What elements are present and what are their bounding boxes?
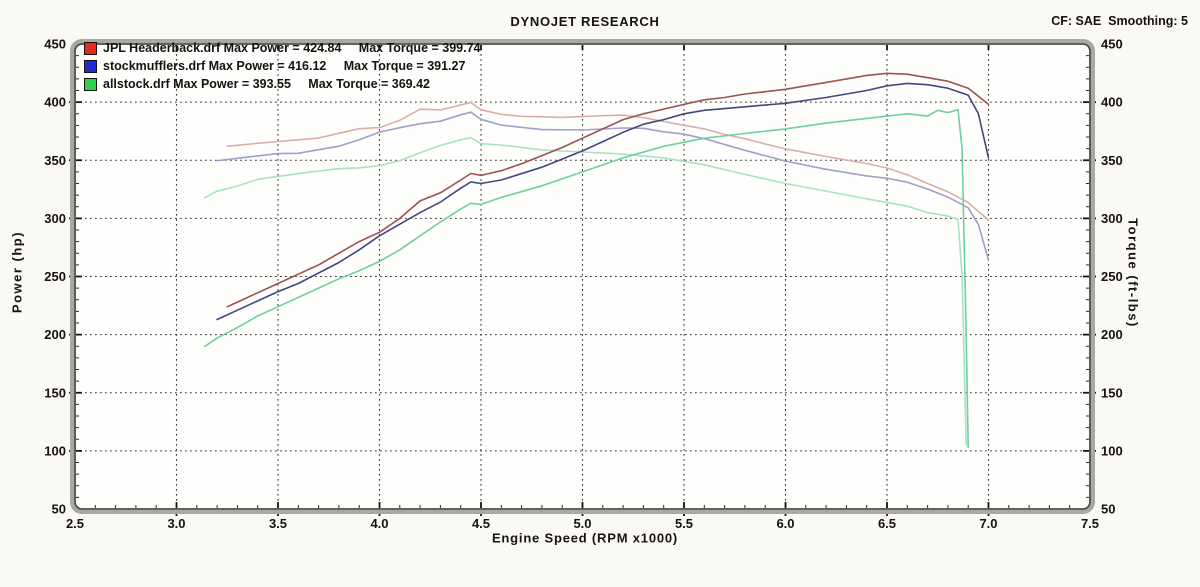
- run-color-swatch: [84, 77, 97, 91]
- y-axis-right-title: Torque (ft-lbs): [1125, 218, 1141, 328]
- axis-tick-labels: 50 50 100 100 150 150 200 200 250 250 300 300 350 350…: [44, 37, 1122, 532]
- legend-item-label: allstock.drf Max Power = 393.55 Max Torq…: [103, 77, 431, 91]
- svg-text:300: 300: [44, 211, 66, 226]
- svg-text:250: 250: [1101, 269, 1123, 284]
- series-allstock-torque: [204, 136, 968, 446]
- correction-smoothing-label: CF: SAE Smoothing: 5: [1051, 14, 1188, 28]
- svg-text:100: 100: [1101, 443, 1123, 458]
- svg-text:3.5: 3.5: [269, 516, 287, 531]
- svg-text:6.0: 6.0: [776, 516, 794, 531]
- plot-frame-band: [70, 39, 1095, 514]
- svg-text:50: 50: [1101, 502, 1115, 517]
- legend-item: allstock.drf Max Power = 393.55 Max Torq…: [84, 75, 481, 93]
- series-JPL-Headerback-torque: [226, 101, 990, 221]
- legend-item: JPL Headerback.drf Max Power = 424.84 Ma…: [84, 39, 481, 57]
- svg-text:150: 150: [44, 385, 66, 400]
- series-allstock-power: [204, 108, 970, 449]
- legend: JPL Headerback.drf Max Power = 424.84 Ma…: [84, 39, 481, 93]
- svg-text:300: 300: [1101, 211, 1123, 226]
- svg-text:200: 200: [1101, 327, 1123, 342]
- svg-text:250: 250: [44, 269, 66, 284]
- svg-text:350: 350: [44, 153, 66, 168]
- svg-text:6.5: 6.5: [878, 516, 896, 531]
- svg-text:400: 400: [44, 95, 66, 110]
- run-color-swatch: [84, 59, 97, 73]
- gridlines: [75, 44, 1090, 509]
- svg-text:2.5: 2.5: [66, 516, 84, 531]
- y-axis-left-title: Power (hp): [9, 230, 25, 314]
- svg-text:7.0: 7.0: [979, 516, 997, 531]
- legend-item-label: JPL Headerback.drf Max Power = 424.84 Ma…: [103, 41, 481, 55]
- series-stockmufflers-torque: [216, 111, 990, 261]
- svg-text:50: 50: [52, 502, 66, 517]
- run-color-swatch: [84, 41, 97, 55]
- plot-frame-line: [74, 43, 1091, 510]
- svg-text:150: 150: [1101, 385, 1123, 400]
- svg-text:100: 100: [44, 443, 66, 458]
- svg-text:200: 200: [44, 327, 66, 342]
- legend-item-label: stockmufflers.drf Max Power = 416.12 Max…: [103, 59, 466, 73]
- chart-title: DYNOJET RESEARCH: [510, 14, 660, 29]
- svg-text:450: 450: [1101, 37, 1123, 52]
- series-stockmufflers-power: [216, 82, 990, 321]
- svg-text:5.0: 5.0: [573, 516, 591, 531]
- svg-text:350: 350: [1101, 153, 1123, 168]
- svg-text:450: 450: [44, 37, 66, 52]
- series-JPL-Headerback-power: [226, 72, 990, 308]
- svg-text:7.5: 7.5: [1081, 516, 1099, 531]
- svg-text:4.5: 4.5: [472, 516, 490, 531]
- x-axis-title: Engine Speed (RPM x1000): [491, 530, 679, 546]
- svg-text:4.0: 4.0: [370, 516, 388, 531]
- svg-text:400: 400: [1101, 95, 1123, 110]
- svg-text:3.0: 3.0: [167, 516, 185, 531]
- legend-item: stockmufflers.drf Max Power = 416.12 Max…: [84, 57, 481, 75]
- svg-text:5.5: 5.5: [675, 516, 693, 531]
